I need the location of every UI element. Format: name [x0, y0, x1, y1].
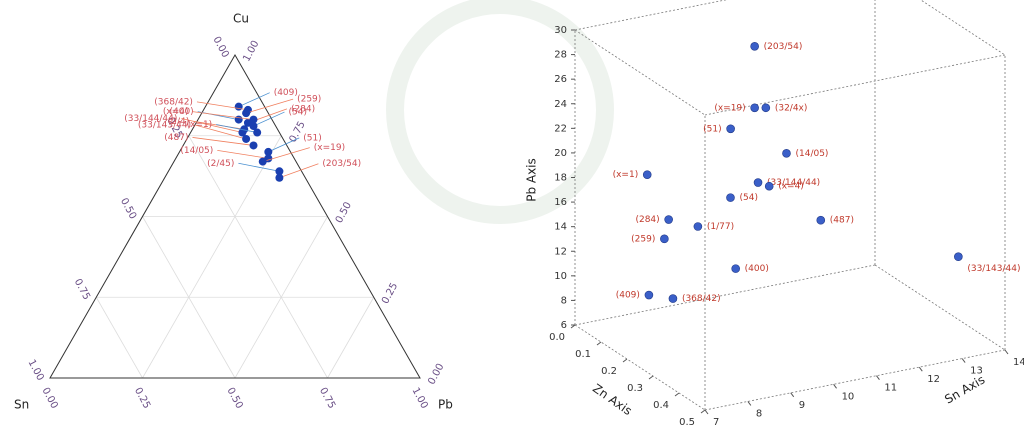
point-label: (259)	[297, 95, 321, 105]
point	[253, 129, 261, 137]
point	[751, 42, 759, 50]
point-label: (259)	[631, 234, 655, 244]
axis-label: Cu	[233, 12, 249, 26]
tick-label: 0.2	[601, 366, 617, 377]
figure: 0.000.000.000.250.250.250.500.500.500.75…	[0, 0, 1024, 435]
tick-label: 12	[554, 246, 567, 257]
point	[782, 149, 790, 157]
tick-label: 24	[554, 99, 567, 110]
tick-label: 20	[554, 148, 567, 159]
point	[235, 116, 243, 124]
point	[660, 235, 668, 243]
point-label: (368/42)	[682, 294, 721, 304]
point	[732, 265, 740, 273]
point-label: (1/77)	[707, 222, 734, 232]
point-label: (14/05)	[795, 149, 828, 159]
point-label: (54)	[739, 193, 757, 203]
tick-label: 0.4	[653, 400, 669, 411]
point	[242, 109, 250, 117]
point	[727, 125, 735, 133]
point	[694, 223, 702, 231]
tick-label: 12	[927, 374, 940, 385]
tick-label: 22	[554, 123, 567, 134]
point-label: (x=19)	[314, 143, 345, 153]
point-label: (487)	[164, 133, 188, 143]
point	[259, 158, 267, 166]
point-label: (2/45)	[207, 159, 234, 169]
point-label: (284)	[635, 215, 659, 225]
tick-label: 10	[842, 391, 855, 402]
point	[645, 291, 653, 299]
point	[235, 103, 243, 111]
point	[242, 135, 250, 143]
point-label: (33/143/44)	[138, 120, 191, 130]
point-label: (487)	[830, 216, 854, 226]
point-label: (400)	[745, 264, 769, 274]
point-label: (203/54)	[764, 42, 803, 52]
tick-label: 14	[554, 222, 567, 233]
point-label: (51)	[703, 124, 721, 134]
point	[726, 194, 734, 202]
point	[954, 253, 962, 261]
tick-label: 8	[756, 408, 762, 419]
point-label: (409)	[274, 88, 298, 98]
point-label: (54)	[289, 108, 307, 118]
point-label: (203/54)	[322, 159, 361, 169]
tick-label: 0.3	[627, 383, 643, 394]
point	[762, 104, 770, 112]
tick-label: 16	[554, 197, 567, 208]
tick-label: 11	[884, 383, 897, 394]
tick-label: 9	[799, 400, 805, 411]
point-label: (33/143/44)	[967, 264, 1020, 274]
point	[817, 216, 825, 224]
tick-label: 0.1	[575, 349, 591, 360]
point	[754, 179, 762, 187]
tick-label: 26	[554, 74, 567, 85]
tick-label: 6	[561, 320, 567, 331]
tick-label: 8	[561, 295, 567, 306]
point	[669, 295, 677, 303]
point-label: (32/4x)	[775, 103, 808, 113]
tick-label: 18	[554, 173, 567, 184]
point	[765, 182, 773, 190]
point-label: (x=19)	[714, 103, 745, 113]
tick-label: 10	[554, 271, 567, 282]
tick-label: 0.5	[679, 417, 695, 428]
tick-label: 28	[554, 50, 567, 61]
point-label: (409)	[616, 291, 640, 301]
point-label: (368/42)	[154, 97, 193, 107]
axis-label: Sn	[14, 398, 29, 412]
point	[250, 141, 258, 149]
tick-label: 7	[713, 417, 719, 428]
point	[275, 174, 283, 182]
point	[643, 171, 651, 179]
tick-label: 0.0	[549, 332, 565, 343]
tick-label: 14	[1013, 357, 1024, 368]
point	[665, 216, 673, 224]
point-label: (x=4)	[778, 182, 804, 192]
point-label: (51)	[303, 133, 321, 143]
tick-label: 30	[554, 25, 567, 36]
point	[751, 104, 759, 112]
point-label: (x=1)	[613, 170, 639, 180]
axis-label: Pb	[438, 398, 453, 412]
axis-label: Pb Axis	[525, 158, 539, 202]
point-label: (14/05)	[180, 146, 213, 156]
